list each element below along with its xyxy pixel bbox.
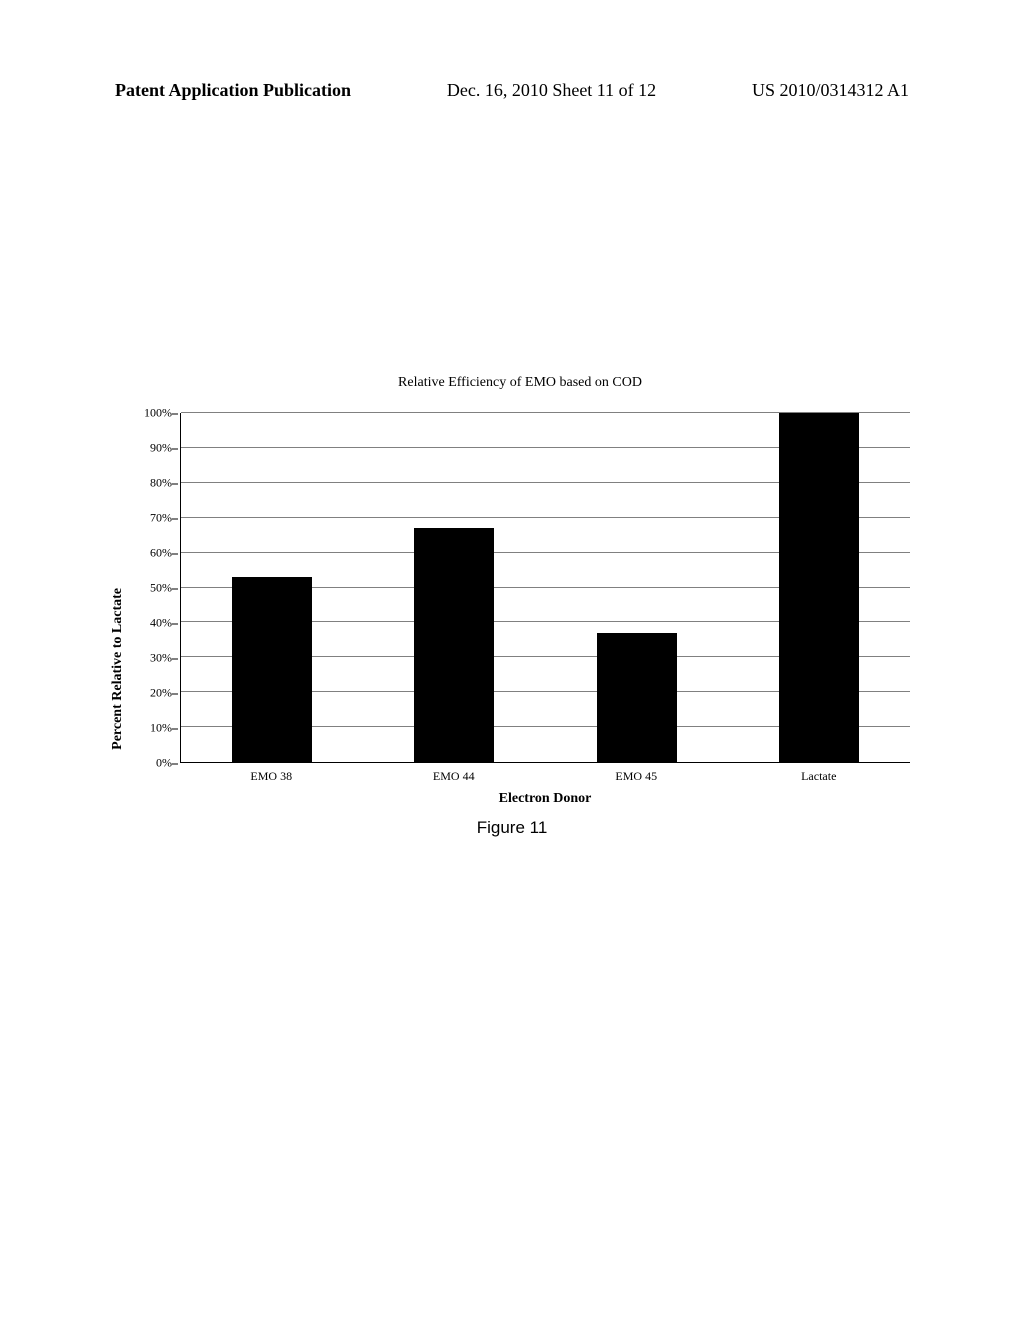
bar <box>414 528 494 762</box>
x-tick-label: EMO 45 <box>596 769 676 784</box>
bars-container <box>181 413 910 762</box>
y-tick-label: 90% <box>150 441 172 456</box>
x-tick-label: EMO 44 <box>414 769 494 784</box>
y-tick-label: 60% <box>150 546 172 561</box>
y-tick-label: 0% <box>156 756 172 771</box>
y-tick-label: 40% <box>150 616 172 631</box>
y-tick-label: 50% <box>150 581 172 596</box>
bar <box>232 577 312 762</box>
y-ticks: 0%10%20%30%40%50%60%70%80%90%100% <box>130 413 180 763</box>
y-tick-label: 100% <box>144 406 172 421</box>
y-tick-label: 70% <box>150 511 172 526</box>
x-labels: EMO 38 EMO 44 EMO 45 Lactate <box>180 769 910 784</box>
bar <box>597 633 677 762</box>
y-tick-label: 30% <box>150 651 172 666</box>
y-tick-label: 10% <box>150 721 172 736</box>
header-right: US 2010/0314312 A1 <box>752 80 909 101</box>
page-header: Patent Application Publication Dec. 16, … <box>0 80 1024 101</box>
x-tick-label: EMO 38 <box>231 769 311 784</box>
figure-caption: Figure 11 <box>0 818 1024 838</box>
bar-chart: Relative Efficiency of EMO based on COD … <box>130 375 910 763</box>
plot-area <box>180 413 910 763</box>
header-center: Dec. 16, 2010 Sheet 11 of 12 <box>447 80 656 101</box>
bar <box>779 413 859 762</box>
header-left: Patent Application Publication <box>115 80 351 101</box>
y-tick-label: 20% <box>150 686 172 701</box>
y-axis-label: Percent Relative to Lactate <box>110 588 126 750</box>
y-tick-label: 80% <box>150 476 172 491</box>
chart-area: Percent Relative to Lactate 0%10%20%30%4… <box>130 413 910 763</box>
x-axis-label: Electron Donor <box>180 791 910 807</box>
chart-title: Relative Efficiency of EMO based on COD <box>130 375 910 391</box>
x-tick-label: Lactate <box>779 769 859 784</box>
